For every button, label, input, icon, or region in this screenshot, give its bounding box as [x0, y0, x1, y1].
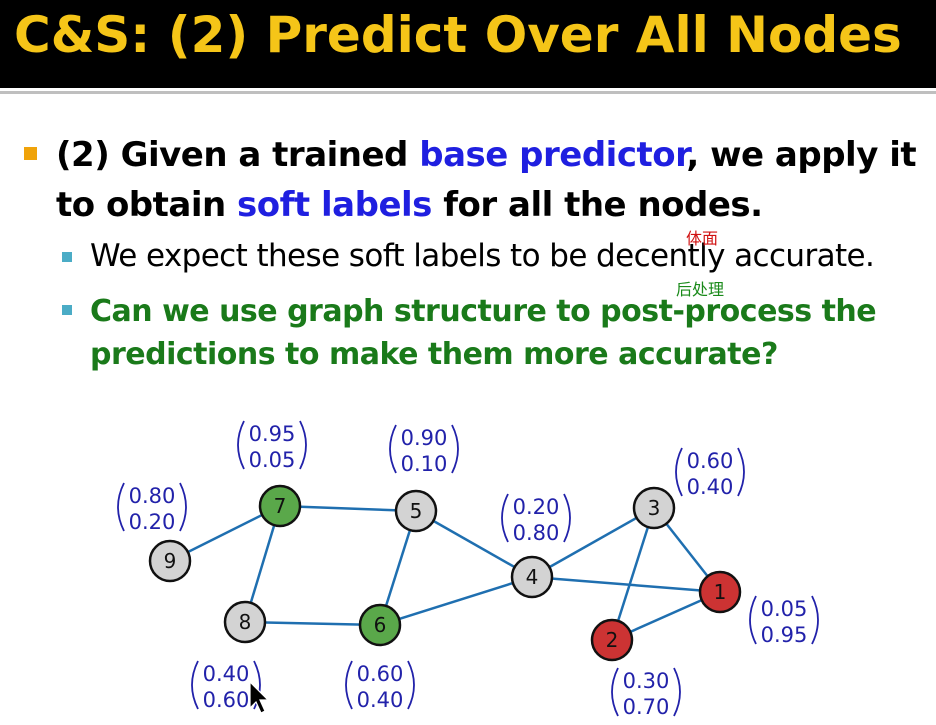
- prob-bracket-left-1: [749, 595, 757, 645]
- prob-vector-6: 0.600.40: [345, 660, 415, 712]
- prob-value-2-1: 0.70: [623, 695, 670, 719]
- prob-bracket-right-7: [299, 420, 307, 470]
- prob-value-6-0: 0.60: [357, 662, 404, 686]
- edge-3-2: [610, 507, 656, 641]
- edge-8-6: [244, 620, 381, 627]
- prob-value-2-0: 0.30: [623, 669, 670, 693]
- prob-value-7-0: 0.95: [249, 422, 296, 446]
- prob-value-8-1: 0.60: [203, 688, 250, 712]
- node-1: [698, 570, 742, 614]
- prob-value-4-0: 0.20: [513, 495, 560, 519]
- prob-vector-7: 0.950.05: [237, 420, 307, 472]
- prob-vector-9: 0.800.20: [117, 482, 187, 534]
- prob-bracket-left-8: [191, 660, 199, 710]
- prob-bracket-right-9: [179, 482, 187, 532]
- sub-bullet-text-1: We expect these soft labels to be decent…: [90, 238, 875, 274]
- prob-value-3-0: 0.60: [687, 449, 734, 473]
- node-label-2: 2: [606, 628, 619, 652]
- prob-value-5-0: 0.90: [401, 426, 448, 450]
- prob-vector-8: 0.400.60: [191, 660, 261, 712]
- main-bullet-marker: [24, 147, 37, 160]
- soft-labels-highlight: soft labels: [237, 185, 432, 225]
- node-4: [510, 555, 554, 599]
- edge-4-1: [531, 575, 721, 594]
- prob-vector-5: 0.900.10: [389, 424, 459, 476]
- prob-value-1-0: 0.05: [761, 597, 808, 621]
- node-2: [590, 618, 634, 662]
- prob-value-6-1: 0.40: [357, 688, 404, 712]
- prob-vector-2: 0.300.70: [611, 667, 681, 719]
- prob-bracket-right-4: [563, 493, 571, 543]
- handwritten-annotation-2: 后处理: [676, 280, 725, 299]
- prob-value-3-1: 0.40: [687, 475, 734, 499]
- main-bullet-part3: for all the nodes.: [431, 185, 763, 225]
- prob-bracket-right-2: [673, 667, 681, 717]
- main-bullet-part2: , we apply it to obtain: [56, 135, 917, 225]
- prob-bracket-left-2: [611, 667, 619, 717]
- prob-bracket-left-6: [345, 660, 353, 710]
- prob-value-7-1: 0.05: [249, 448, 296, 472]
- node-label-6: 6: [374, 613, 387, 637]
- edge-6-4: [379, 575, 533, 627]
- node-8: [223, 600, 267, 644]
- prob-bracket-left-5: [389, 424, 397, 474]
- prob-bracket-right-3: [737, 447, 745, 497]
- sub-bullet-marker-1: [62, 252, 72, 262]
- mouse-cursor-icon: [249, 680, 270, 714]
- node-label-4: 4: [526, 565, 539, 589]
- node-label-8: 8: [239, 610, 252, 634]
- prob-bracket-left-4: [501, 493, 509, 543]
- prob-vector-4: 0.200.80: [501, 493, 571, 545]
- node-9: [148, 539, 192, 583]
- node-label-1: 1: [714, 580, 727, 604]
- prob-value-9-0: 0.80: [129, 484, 176, 508]
- node-label-9: 9: [164, 549, 177, 573]
- prob-value-4-1: 0.80: [513, 521, 560, 545]
- prob-bracket-right-1: [811, 595, 819, 645]
- prob-value-5-1: 0.10: [401, 452, 448, 476]
- node-3: [632, 486, 676, 530]
- prob-value-9-1: 0.20: [129, 510, 176, 534]
- prob-vector-1: 0.050.95: [749, 595, 819, 647]
- prob-bracket-left-9: [117, 482, 125, 532]
- prob-bracket-left-3: [675, 447, 683, 497]
- sub-bullet-marker-2: [62, 305, 72, 315]
- node-7: [258, 484, 302, 528]
- node-label-5: 5: [410, 499, 423, 523]
- prob-value-1-1: 0.95: [761, 623, 808, 647]
- node-label-3: 3: [648, 496, 661, 520]
- prob-value-8-0: 0.40: [203, 662, 250, 686]
- edge-7-5: [279, 504, 417, 513]
- prob-vector-3: 0.600.40: [675, 447, 745, 499]
- main-bullet-text: (2) Given a trained base predictor, we a…: [56, 130, 936, 230]
- title-bar: C&S: (2) Predict Over All Nodes: [0, 0, 936, 88]
- edge-4-3: [531, 506, 655, 579]
- graph-nodes: 1 2 3 4 5 6 7 8 9: [148, 484, 742, 662]
- prob-bracket-right-6: [407, 660, 415, 710]
- prob-bracket-right-5: [451, 424, 459, 474]
- graph-prob-vectors: 0.050.950.300.700.600.400.200.800.900.10…: [117, 420, 819, 719]
- handwritten-annotation-1: 体面: [686, 229, 719, 248]
- base-predictor-highlight: base predictor: [419, 135, 687, 175]
- title-divider: [0, 91, 936, 94]
- sub-bullet-text-2: Can we use graph structure to post-proce…: [90, 294, 877, 372]
- main-bullet-part1: (2) Given a trained: [56, 135, 420, 175]
- prob-bracket-right-8: [253, 660, 261, 710]
- node-5: [394, 489, 438, 533]
- slide-title: C&S: (2) Predict Over All Nodes: [14, 6, 902, 64]
- prob-bracket-left-7: [237, 420, 245, 470]
- edge-5-4: [415, 509, 533, 579]
- node-6: [358, 603, 402, 647]
- node-label-7: 7: [274, 494, 287, 518]
